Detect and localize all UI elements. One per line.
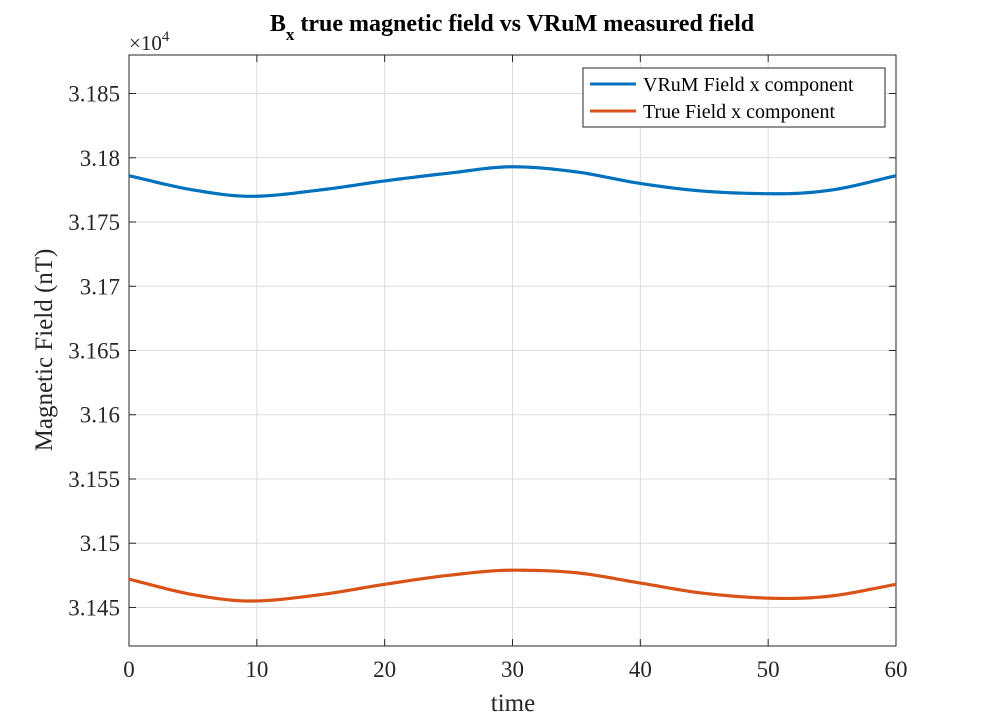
- x-tick-label: 20: [373, 657, 396, 682]
- y-tick-label: 3.17: [80, 274, 120, 299]
- x-tick-labels: 0 10 20 30 40 50 60: [123, 657, 907, 682]
- x-tick-label: 30: [501, 657, 524, 682]
- x-tick-label: 60: [885, 657, 908, 682]
- grid: [128, 55, 897, 646]
- y-tick-label: 3.15: [80, 531, 120, 556]
- x-tick-label: 10: [245, 657, 268, 682]
- series-lines: [128, 165, 897, 603]
- x-tick-label: 50: [757, 657, 780, 682]
- y-tick-label: 3.155: [68, 467, 120, 492]
- y-axis-exponent: ×104: [129, 29, 170, 55]
- y-axis-label: Magnetic Field (nT): [31, 249, 58, 452]
- tick-marks: [128, 55, 897, 646]
- legend: VRuM Field x component True Field x comp…: [582, 67, 886, 128]
- x-axis-label: time: [491, 690, 535, 717]
- y-tick-label: 3.18: [80, 146, 120, 171]
- y-tick-label: 3.185: [68, 82, 120, 107]
- y-tick-label: 3.16: [80, 403, 120, 428]
- legend-label-true: True Field x component: [643, 101, 835, 123]
- y-tick-label: 3.165: [68, 339, 120, 364]
- chart-title: Bx true magnetic field vs VRuM measured …: [270, 11, 755, 44]
- y-tick-labels: 3.145 3.15 3.155 3.16 3.165 3.17 3.175 3.18 3.18…: [68, 82, 120, 621]
- y-tick-label: 3.145: [68, 595, 120, 620]
- series-line-vrum: [128, 165, 897, 198]
- series-line-true: [128, 568, 897, 603]
- y-tick-label: 3.175: [68, 210, 120, 235]
- x-tick-label: 40: [629, 657, 652, 682]
- x-tick-label: 0: [123, 657, 135, 682]
- legend-label-vrum: VRuM Field x component: [643, 74, 854, 96]
- legend-box: [582, 67, 886, 128]
